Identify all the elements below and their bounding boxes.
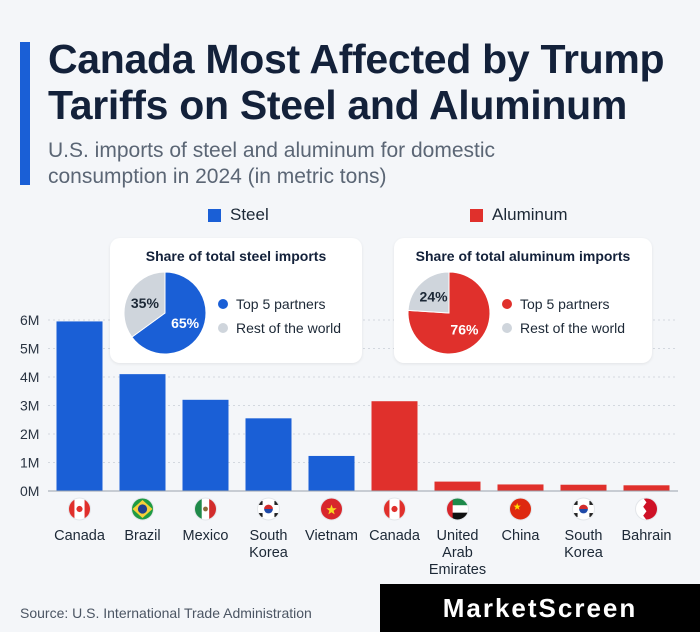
bar-chart: 0M 1M 2M 3M 4M 5M 6M Canada Brazil Mexico South Kor…	[20, 312, 678, 578]
aluminum-bar-7	[497, 484, 544, 491]
steel-top5-label: Top 5 partners	[236, 296, 326, 312]
bh-flag-icon	[635, 497, 658, 521]
legend-steel: Steel	[208, 205, 269, 225]
y-tick-label: 3M	[20, 398, 39, 414]
legend-steel-swatch	[208, 208, 221, 222]
steel-rest-label: Rest of the world	[236, 320, 342, 336]
legend-aluminum-swatch	[470, 208, 483, 222]
legend-aluminum-label: Aluminum	[492, 205, 568, 224]
aluminum-rest-label: Rest of the world	[520, 320, 626, 336]
x-tick-label: United Arab Emirates	[429, 528, 486, 578]
x-tick-label: China	[502, 528, 541, 544]
y-tick-label: 4M	[20, 369, 39, 385]
y-tick-label: 6M	[20, 312, 39, 328]
y-tick-label: 0M	[20, 483, 39, 499]
pie-label-rest: 35%	[131, 295, 160, 311]
x-tick-label: South Korea	[564, 528, 604, 561]
pie-label-rest: 24%	[420, 289, 449, 305]
ae-flag-icon	[446, 497, 469, 521]
pie-label-top5: 65%	[171, 315, 200, 331]
legend-steel-label: Steel	[230, 205, 269, 224]
x-tick-label: Canada	[54, 528, 106, 544]
brand-logo: MarketScreen	[380, 584, 700, 632]
aluminum-share-pie: 76%24%	[407, 271, 491, 355]
steel-pie-legend-top5: Top 5 partners	[218, 296, 326, 312]
page-title: Canada Most Affected by Trump Tariffs on…	[48, 36, 665, 128]
pie-slice-rest	[407, 271, 450, 314]
x-tick-label: Mexico	[183, 528, 229, 544]
pie-slice-top5	[131, 271, 207, 355]
y-tick-label: 5M	[20, 341, 39, 357]
aluminum-share-title: Share of total aluminum imports	[415, 248, 631, 264]
aluminum-pie-legend-rest: Rest of the world	[502, 320, 625, 336]
steel-pie-legend-rest: Rest of the world	[218, 320, 341, 336]
page-subtitle: U.S. imports of steel and aluminum for d…	[48, 139, 496, 188]
aluminum-pie-legend-top5: Top 5 partners	[502, 296, 610, 312]
steel-share-title: Share of total steel imports	[145, 248, 327, 264]
mx-flag-icon	[194, 497, 217, 521]
pie-label-top5: 76%	[450, 321, 479, 337]
legend-aluminum: Aluminum	[470, 205, 568, 225]
aluminum-bar-8	[560, 484, 607, 491]
y-tick-label: 1M	[20, 455, 39, 471]
source-note: Source: U.S. International Trade Adminis…	[20, 605, 312, 621]
steel-bar-0	[56, 321, 103, 491]
ca-flag-icon	[383, 497, 406, 521]
x-tick-label: South Korea	[249, 528, 289, 561]
x-tick-label: Canada	[369, 528, 421, 544]
steel-share-card: Share of total steel imports 65% 35% Top …	[110, 238, 362, 363]
steel-bar-1	[119, 374, 166, 491]
x-tick-label: Vietnam	[305, 528, 358, 544]
steel-share-pie: 65% 35%	[123, 271, 207, 355]
aluminum-bar-6	[434, 481, 481, 491]
aluminum-top5-dot	[502, 299, 512, 309]
steel-bar-2	[182, 399, 229, 491]
kr-flag-icon	[572, 497, 595, 521]
aluminum-bar-9	[623, 485, 670, 491]
cn-flag-icon	[509, 497, 532, 521]
pie-slice-rest	[123, 271, 166, 338]
aluminum-rest-dot	[502, 323, 512, 333]
steel-rest-dot	[218, 323, 228, 333]
steel-bar-4	[308, 455, 355, 491]
vn-flag-icon	[320, 497, 343, 521]
kr-flag-icon	[257, 497, 280, 521]
aluminum-bar-5	[371, 401, 418, 491]
aluminum-top5-label: Top 5 partners	[520, 296, 610, 312]
br-flag-icon	[131, 497, 154, 521]
ca-flag-icon	[68, 497, 91, 521]
title-accent-bar	[20, 42, 30, 185]
x-tick-label: Brazil	[124, 528, 160, 544]
x-tick-label: Bahrain	[622, 528, 672, 544]
steel-bar-3	[245, 418, 292, 491]
aluminum-share-card: Share of total aluminum imports 76% 24% T…	[394, 238, 652, 363]
steel-top5-dot	[218, 299, 228, 309]
y-tick-label: 2M	[20, 426, 39, 442]
